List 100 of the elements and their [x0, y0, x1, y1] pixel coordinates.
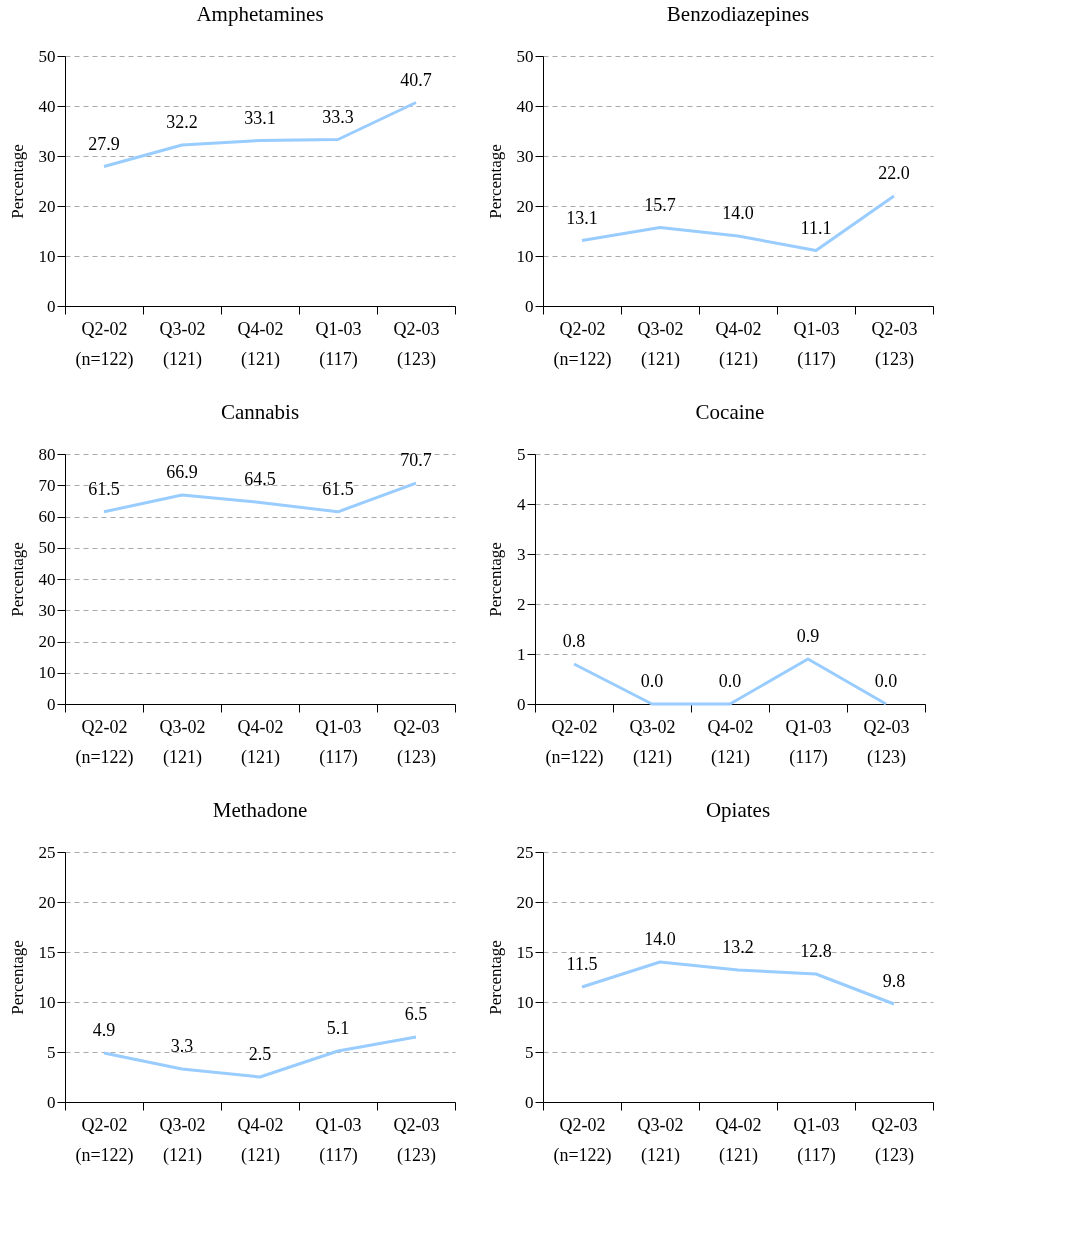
- x-tick-label: Q1-03 (117): [315, 716, 362, 768]
- y-tick-label: 30: [38, 600, 56, 620]
- x-tick-label: Q3-02 (121): [159, 318, 206, 370]
- y-tick-label: 30: [38, 146, 56, 166]
- y-tick-label: 20: [516, 196, 534, 216]
- x-tick-label: Q4-02 (121): [715, 1114, 762, 1166]
- x-tick-label: Q1-03 (117): [315, 318, 362, 370]
- data-label: 22.0: [878, 163, 910, 183]
- y-tick-label: 50: [38, 538, 56, 558]
- y-tick-label: 25: [516, 842, 534, 862]
- y-tick-label: 40: [38, 569, 56, 589]
- y-tick-label: 40: [516, 96, 534, 116]
- data-label: 12.8: [800, 941, 832, 961]
- line-series: [102, 1035, 418, 1079]
- y-tick-label: 80: [38, 444, 56, 464]
- y-tick-label: 0: [525, 1092, 534, 1112]
- y-axis-title: Percentage: [485, 940, 505, 1015]
- chart-title: Methadone: [212, 798, 308, 822]
- y-tick-label: 5: [47, 1042, 56, 1062]
- y-tick-label: 20: [38, 196, 56, 216]
- y-tick-label: 30: [516, 146, 534, 166]
- y-tick-label: 50: [516, 46, 534, 66]
- data-label: 13.1: [566, 207, 598, 228]
- y-tick-label: 4: [517, 494, 526, 514]
- y-axis-title: Percentage: [485, 144, 505, 219]
- x-tick-label: Q2-03 (123): [871, 1114, 918, 1166]
- x-tick-label: Q2-02 (n=122): [75, 318, 134, 370]
- x-tick-label: Q1-03 (117): [315, 1114, 362, 1166]
- y-tick-label: 15: [38, 942, 56, 962]
- data-label: 0.9: [796, 626, 820, 646]
- x-tick-label: Q3-02 (121): [159, 1114, 206, 1166]
- data-label: 11.5: [566, 954, 598, 974]
- data-label: 5.1: [326, 1018, 350, 1038]
- x-tick-label: Q1-03 (117): [793, 318, 840, 370]
- x-tick-label: Q4-02 (121): [237, 1114, 284, 1166]
- y-axis-title: Percentage: [7, 144, 27, 219]
- chart-title: Opiates: [705, 798, 771, 822]
- y-tick-label: 10: [38, 992, 56, 1012]
- y-axis-title: Percentage: [7, 542, 27, 617]
- data-label: 0.0: [718, 671, 742, 691]
- data-label: 64.5: [244, 469, 276, 490]
- x-tick-label: Q2-03 (123): [393, 1114, 440, 1166]
- data-label: 0.0: [874, 671, 898, 691]
- x-tick-label: Q4-02 (121): [715, 318, 762, 370]
- data-label: 15.7: [644, 194, 676, 215]
- x-tick-label: Q1-03 (117): [793, 1114, 840, 1166]
- x-tick-label: Q2-02 (n=122): [553, 1114, 612, 1166]
- x-tick-label: Q2-03 (123): [871, 318, 918, 370]
- data-label: 70.7: [400, 450, 432, 471]
- y-tick-label: 0: [47, 1092, 56, 1112]
- data-label: 66.9: [166, 461, 198, 482]
- data-label: 14.0: [644, 929, 676, 949]
- data-label: 9.8: [882, 971, 906, 991]
- y-tick-label: 20: [38, 892, 56, 912]
- y-tick-label: 0: [525, 296, 534, 316]
- data-label: 0.8: [562, 631, 586, 651]
- data-label: 14.0: [722, 203, 754, 223]
- data-label: 0.0: [640, 671, 664, 691]
- data-label: 32.2: [166, 112, 198, 132]
- x-tick-label: Q3-02 (121): [637, 1114, 684, 1166]
- y-tick-label: 40: [38, 96, 56, 116]
- y-axis-title: Percentage: [486, 542, 505, 617]
- data-label: 61.5: [322, 478, 354, 499]
- y-tick-label: 10: [38, 663, 56, 683]
- x-tick-label: Q3-02 (121): [629, 716, 676, 768]
- x-tick-label: Q2-02 (n=122): [75, 1114, 134, 1166]
- data-label: 33.1: [244, 107, 276, 128]
- x-tick-label: Q2-03 (123): [393, 318, 440, 370]
- y-tick-label: 2: [517, 594, 526, 614]
- y-tick-label: 0: [47, 694, 56, 714]
- y-tick-label: 10: [38, 246, 56, 266]
- data-label: 40.7: [400, 69, 432, 90]
- x-tick-label: Q2-02 (n=122): [553, 318, 612, 370]
- x-tick-label: Q2-02 (n=122): [75, 716, 134, 768]
- x-tick-label: Q3-02 (121): [637, 318, 684, 370]
- y-tick-label: 25: [38, 842, 56, 862]
- data-label: 13.2: [722, 937, 754, 957]
- y-tick-label: 70: [38, 475, 56, 495]
- x-tick-label: Q1-03 (117): [785, 716, 832, 768]
- y-tick-label: 0: [517, 694, 526, 714]
- data-label: 4.9: [92, 1020, 116, 1040]
- y-tick-label: 0: [47, 296, 56, 316]
- x-tick-label: Q3-02 (121): [159, 716, 206, 768]
- y-tick-label: 10: [516, 992, 534, 1012]
- x-tick-label: Q4-02 (121): [707, 716, 754, 768]
- y-tick-label: 20: [516, 892, 534, 912]
- y-tick-label: 10: [516, 246, 534, 266]
- x-tick-label: Q2-03 (123): [863, 716, 910, 768]
- y-tick-label: 5: [525, 1042, 534, 1062]
- x-tick-label: Q2-03 (123): [393, 716, 440, 768]
- y-tick-label: 5: [517, 444, 526, 464]
- data-label: 61.5: [88, 478, 120, 499]
- chart-title: Benzodiazepines: [666, 2, 810, 26]
- x-tick-label: Q2-02 (n=122): [545, 716, 604, 768]
- x-tick-label: Q4-02 (121): [237, 716, 284, 768]
- y-tick-label: 3: [517, 544, 526, 564]
- data-label: 6.5: [404, 1004, 428, 1024]
- data-label: 2.5: [248, 1044, 272, 1064]
- y-tick-label: 60: [38, 507, 56, 526]
- y-tick-label: 15: [516, 942, 534, 962]
